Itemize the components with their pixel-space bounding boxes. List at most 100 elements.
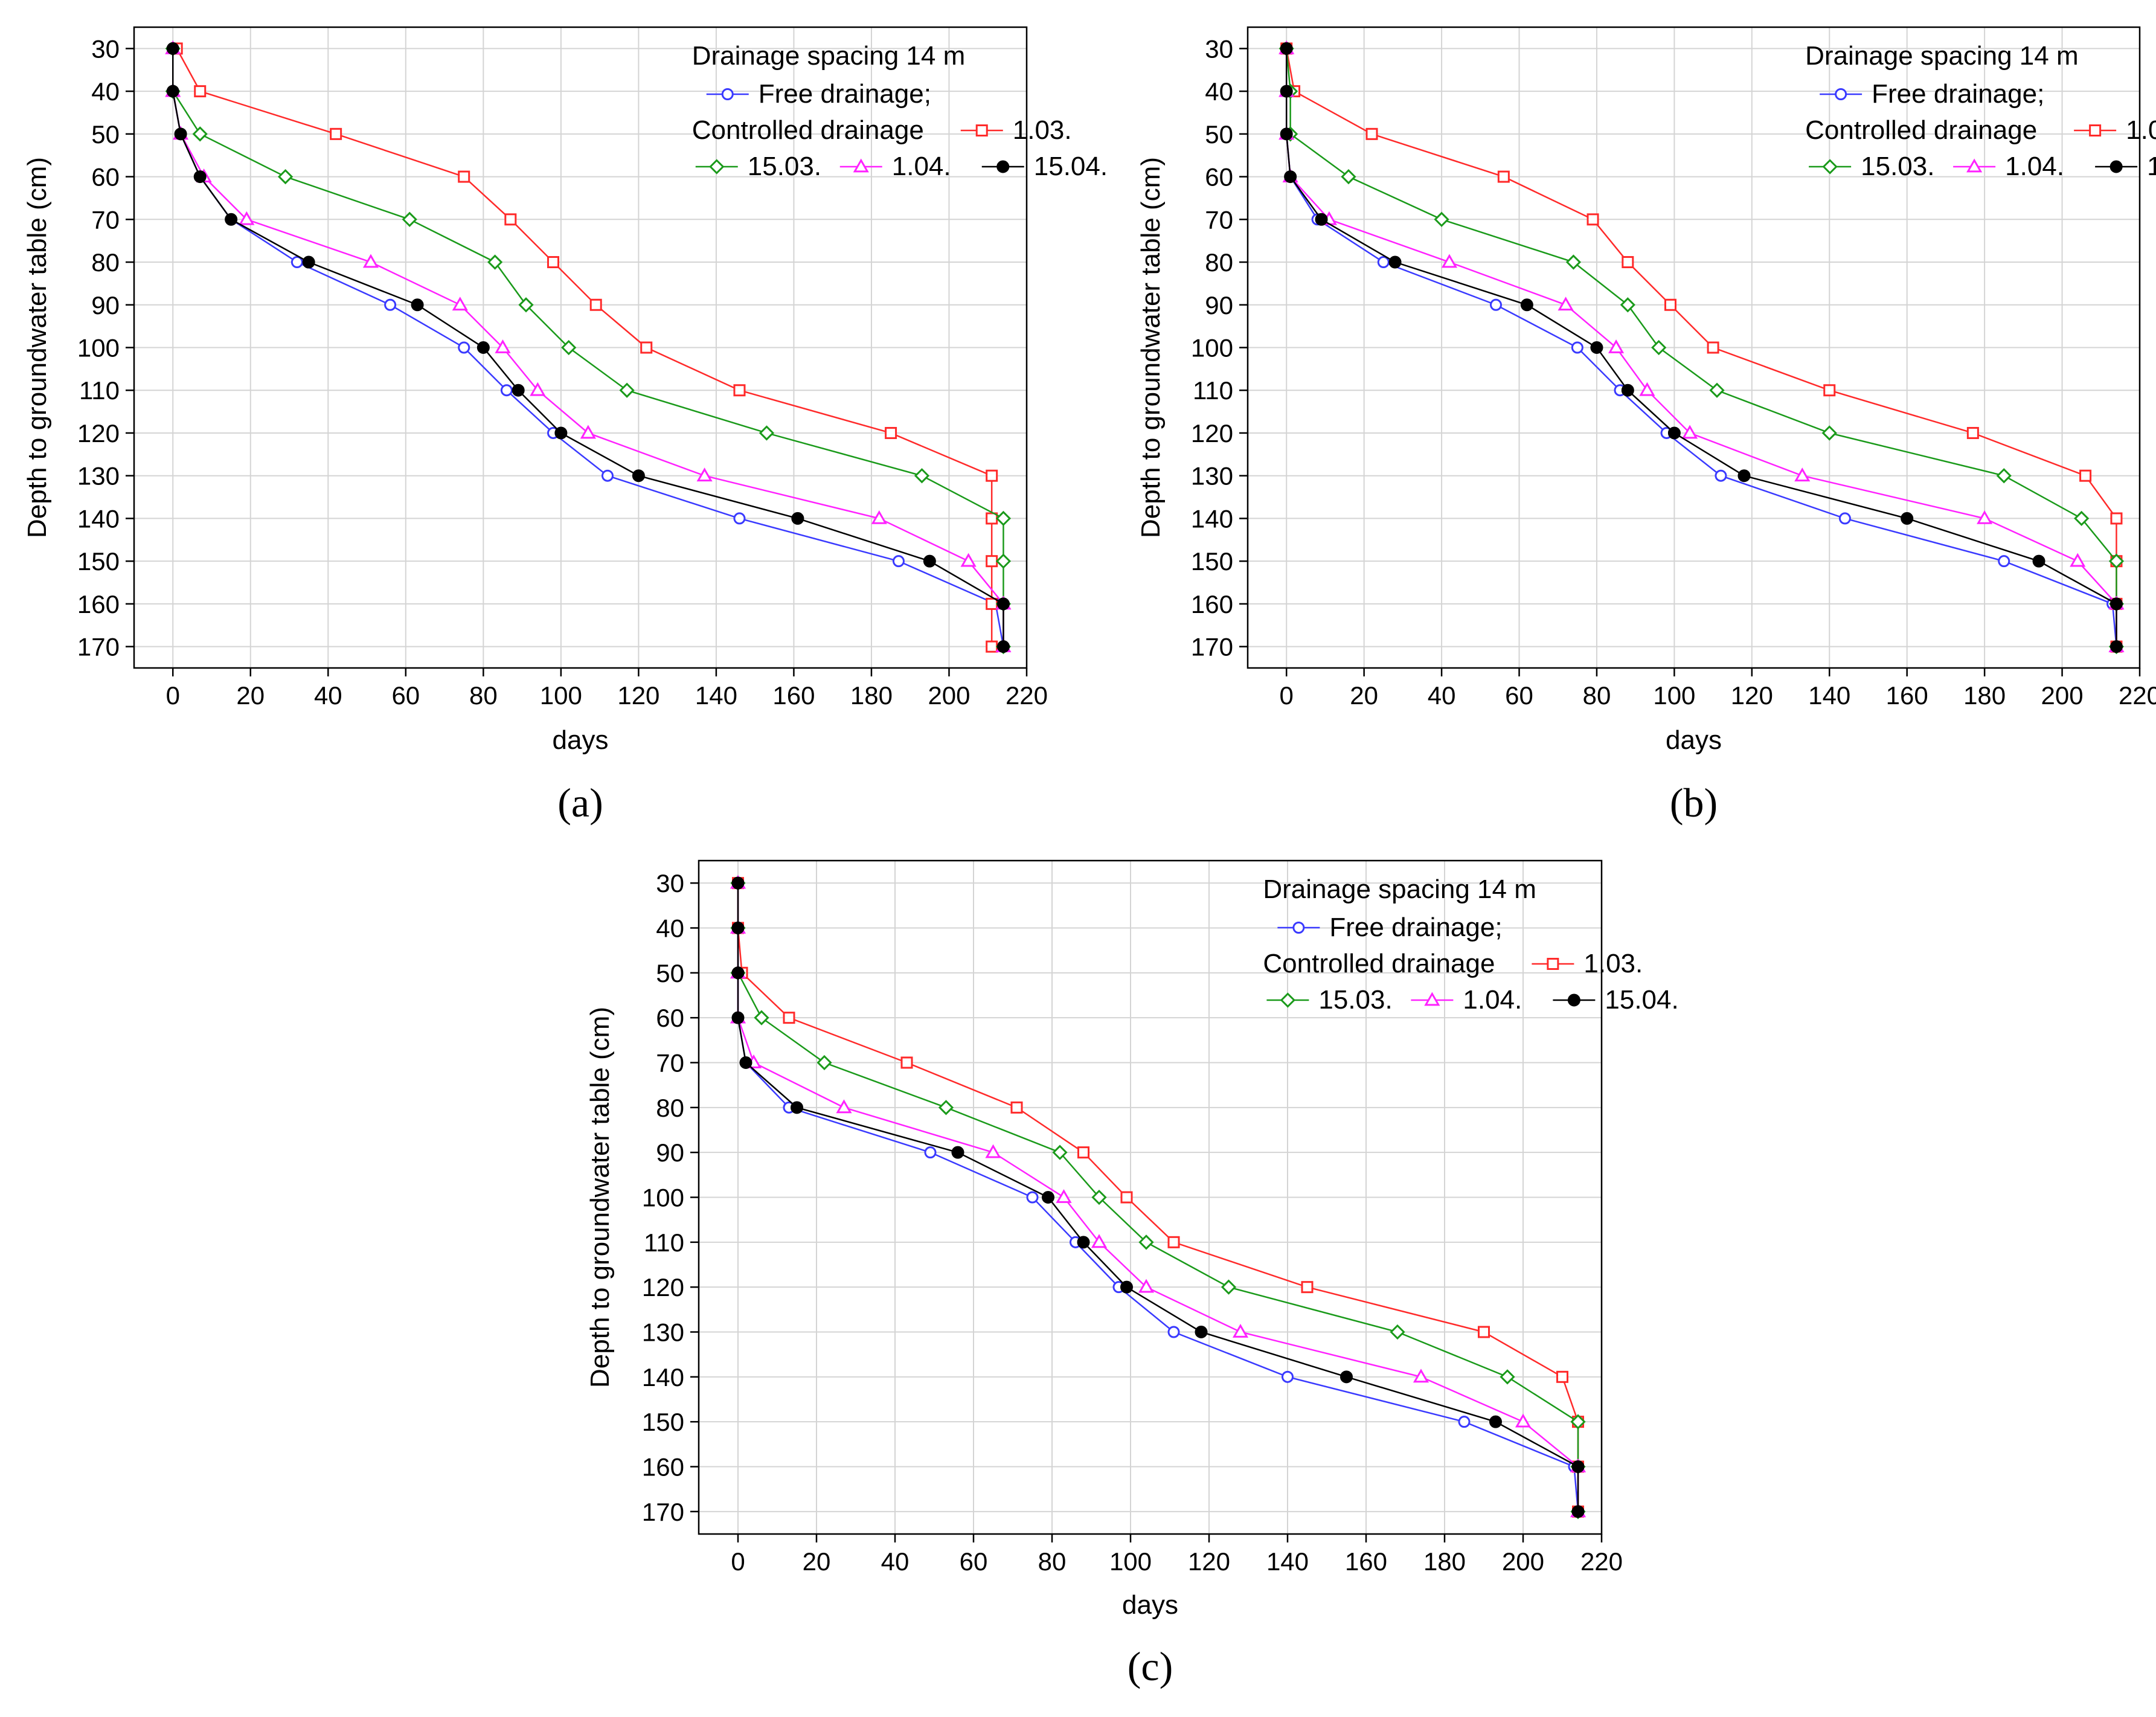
data-point (2032, 554, 2045, 568)
data-point (476, 341, 490, 354)
y-tick-label: 50 (656, 959, 684, 987)
legend-entry-d0104: 1.04. (1411, 985, 1522, 1015)
data-point (1478, 1326, 1490, 1338)
data-point (731, 922, 745, 934)
data-point (1558, 297, 1574, 311)
x-tick-label: 40 (1428, 681, 1456, 710)
legend-entry-d0104: 1.04. (839, 152, 951, 181)
x-tick-label: 120 (617, 681, 659, 710)
data-point (733, 384, 746, 397)
panel-label: (c) (1128, 1643, 1173, 1689)
legend-marker (1292, 922, 1305, 934)
data-point (174, 127, 187, 141)
x-tick-label: 220 (2119, 681, 2156, 710)
data-point (2109, 597, 2123, 611)
y-tick-label: 80 (656, 1094, 684, 1122)
data-point (1977, 510, 1993, 524)
data-point (985, 1144, 1001, 1158)
data-point (632, 469, 645, 483)
data-point (1651, 339, 1667, 356)
legend-marker (1547, 958, 1559, 970)
y-tick-label: 70 (1205, 205, 1233, 234)
y-tick-label: 130 (642, 1318, 684, 1347)
legend-marker (1822, 159, 1838, 175)
data-point (1434, 211, 1449, 227)
legend-marker (1835, 88, 1847, 100)
data-point (1571, 1460, 1585, 1473)
chart-panel-a: 0 20 40 60 80 100 120 140 160 180 200 220 30 40 50 60 70… (22, 26, 1108, 826)
data-point (1587, 213, 1599, 226)
y-tick-label: 70 (656, 1049, 684, 1077)
x-axis-title: days (553, 725, 609, 755)
data-point (554, 426, 568, 440)
data-point (452, 297, 468, 311)
panel-label: (a) (557, 780, 603, 826)
data-point (1390, 1324, 1405, 1340)
data-point (1010, 1101, 1023, 1114)
data-point (1091, 1189, 1107, 1205)
data-point (277, 168, 294, 185)
data-point (696, 467, 713, 482)
y-tick-label: 90 (656, 1138, 684, 1167)
data-point (330, 127, 342, 140)
data-point (2070, 553, 2086, 567)
legend-entry-d1503: 15.03. (1266, 985, 1393, 1015)
x-tick-label: 220 (1006, 681, 1048, 710)
y-tick-label: 120 (642, 1273, 684, 1301)
y-tick-label: 30 (656, 869, 684, 897)
x-tick-label: 0 (1280, 681, 1294, 710)
data-point (1280, 85, 1293, 98)
x-tick-label: 200 (1502, 1547, 1544, 1576)
series-d1504 (166, 42, 1010, 653)
y-tick-label: 110 (1193, 376, 1233, 405)
data-point (900, 1056, 913, 1069)
data-point (871, 510, 887, 524)
data-point (1570, 1414, 1586, 1430)
y-tick-label: 100 (77, 334, 120, 362)
data-point (411, 298, 424, 312)
data-point (1715, 469, 1727, 482)
legend-marker (853, 158, 869, 173)
y-tick-label: 160 (77, 590, 120, 618)
legend-label: 15.04. (2147, 152, 2156, 181)
data-point (2108, 553, 2125, 569)
x-tick-label: 60 (391, 681, 420, 710)
data-point (1091, 1234, 1108, 1248)
x-tick-label: 140 (695, 681, 737, 710)
y-tick-label: 170 (77, 633, 120, 661)
data-point (731, 966, 745, 980)
data-point (1497, 170, 1510, 183)
data-point (731, 1011, 745, 1024)
x-tick-label: 120 (1188, 1547, 1230, 1576)
y-tick-label: 100 (642, 1184, 684, 1212)
legend-title: Drainage spacing 14 m (692, 41, 965, 71)
legend-entry-d1503: 15.03. (695, 152, 821, 181)
x-tick-label: 180 (1423, 1547, 1466, 1576)
x-axis-title: days (1122, 1590, 1178, 1620)
data-point (1515, 1413, 1532, 1428)
data-point (290, 256, 303, 269)
data-point (1052, 1144, 1068, 1160)
data-point (836, 1099, 852, 1114)
y-tick-label: 50 (1205, 120, 1233, 149)
legend: Drainage spacing 14 m Free drainage; Contr… (692, 41, 1108, 181)
legend-marker (709, 159, 725, 175)
x-tick-label: 120 (1731, 681, 1773, 710)
y-tick-label: 150 (77, 547, 120, 576)
x-tick-label: 20 (1350, 681, 1378, 710)
legend: Drainage spacing 14 m Free drainage; Contr… (1263, 875, 1678, 1015)
legend-group-label: Controlled drainage (1263, 949, 1495, 978)
data-point (1282, 1370, 1294, 1383)
data-point (500, 384, 513, 397)
data-point (1681, 425, 1698, 439)
x-tick-label: 140 (1266, 1547, 1309, 1576)
legend-marker (1966, 158, 1983, 173)
series-d1503 (165, 40, 1012, 655)
y-tick-label: 30 (1205, 34, 1233, 63)
x-tick-label: 0 (166, 681, 180, 710)
data-point (986, 555, 998, 568)
data-point (458, 170, 470, 183)
x-tick-label: 180 (1963, 681, 2006, 710)
y-tick-label: 120 (1191, 419, 1233, 448)
